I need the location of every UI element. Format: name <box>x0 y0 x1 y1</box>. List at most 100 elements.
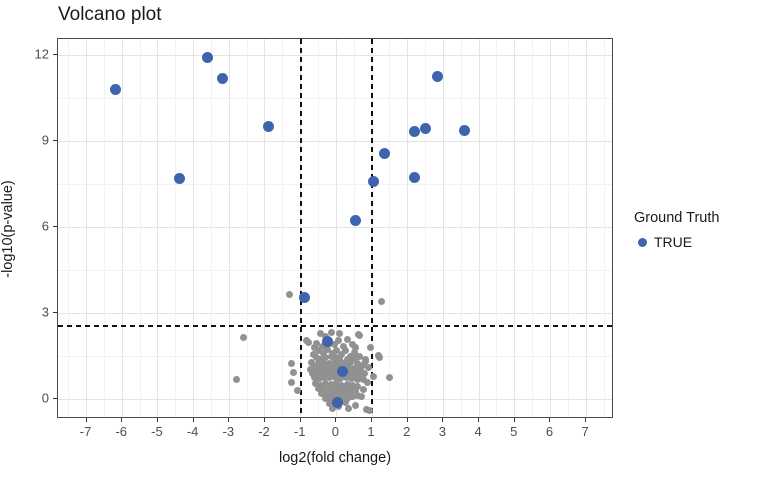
data-point-true <box>321 336 333 347</box>
plot-panel <box>57 38 613 418</box>
data-point-false <box>343 335 351 343</box>
data-point-false <box>349 371 357 379</box>
data-point-false <box>327 395 335 403</box>
data-point-false <box>232 375 240 383</box>
data-point-true <box>263 121 275 133</box>
x-axis-tick <box>371 418 373 422</box>
data-point-false <box>304 338 312 346</box>
chart-title: Volcano plot <box>58 4 162 25</box>
y-tick-label: 6 <box>41 218 49 234</box>
x-axis-label: log2(fold change) <box>278 450 392 466</box>
gridline-minor-x <box>68 39 70 417</box>
data-point-false <box>313 366 321 374</box>
data-point-false <box>334 337 342 345</box>
data-point-false <box>325 365 332 373</box>
data-point-false <box>316 329 324 337</box>
gridline-major-x <box>157 39 159 417</box>
gridline-minor-y <box>58 183 612 185</box>
data-point-false <box>357 393 365 401</box>
data-point-false <box>339 390 347 398</box>
gridline-major-x <box>549 39 551 417</box>
data-point-false <box>339 342 347 350</box>
y-axis-tick <box>53 140 57 142</box>
gridline-major-x <box>442 39 444 417</box>
data-point-true <box>458 124 470 136</box>
data-point-false <box>364 378 372 386</box>
data-point-false <box>315 347 322 355</box>
data-point-false <box>323 370 331 378</box>
data-point-false <box>370 373 378 381</box>
gridline-major-x <box>514 39 516 417</box>
x-axis-tick <box>406 418 408 422</box>
gridline-minor-x <box>210 39 212 417</box>
data-point-true <box>173 172 185 184</box>
data-point-false <box>314 370 322 378</box>
gridline-major-x <box>335 39 337 417</box>
data-point-false <box>307 365 315 373</box>
data-point-false <box>307 358 315 366</box>
gridline-major-x <box>86 39 88 417</box>
data-point-false <box>311 362 319 370</box>
data-point-false <box>341 358 349 366</box>
data-point-false <box>286 290 294 298</box>
x-axis-tick <box>263 418 265 422</box>
data-point-false <box>325 400 333 408</box>
data-point-false <box>358 361 366 369</box>
x-tick-label: -1 <box>293 424 306 439</box>
data-point-false <box>326 374 334 382</box>
data-point-false <box>308 370 316 378</box>
data-point-false <box>348 393 356 401</box>
x-axis-tick <box>156 418 158 422</box>
data-point-false <box>352 344 360 352</box>
y-axis-tick <box>53 54 57 56</box>
data-point-false <box>386 374 394 382</box>
data-point-false <box>287 378 295 386</box>
x-axis-tick <box>478 418 480 422</box>
gridline-minor-x <box>318 39 319 417</box>
data-point-false <box>347 375 355 383</box>
data-point-true <box>409 126 421 138</box>
data-point-false <box>347 359 355 367</box>
data-point-true <box>332 396 344 408</box>
data-point-false <box>337 375 345 383</box>
data-point-false <box>347 386 355 394</box>
data-point-false <box>323 345 331 353</box>
data-point-false <box>331 341 339 349</box>
gridline-major-x <box>228 39 230 417</box>
gridline-major-x <box>193 39 195 417</box>
data-point-false <box>318 342 326 350</box>
x-tick-label: 7 <box>581 424 589 439</box>
data-point-false <box>316 355 324 363</box>
data-point-false <box>354 367 362 375</box>
data-point-false <box>333 390 341 398</box>
data-point-false <box>356 352 364 360</box>
gridline-minor-x <box>567 39 569 417</box>
y-tick-label: 0 <box>41 390 49 406</box>
data-point-true <box>216 72 228 84</box>
gridline-minor-x <box>139 39 141 417</box>
gridline-major-y <box>58 140 612 142</box>
data-point-false <box>310 344 318 352</box>
x-tick-label: -3 <box>222 424 235 439</box>
gridline-minor-y <box>58 97 612 99</box>
data-point-false <box>355 331 363 339</box>
x-tick-label: -5 <box>151 424 163 439</box>
x-tick-label: 1 <box>367 424 375 439</box>
data-point-false <box>352 401 360 409</box>
gridline-minor-y <box>58 269 612 271</box>
data-point-false <box>313 354 321 362</box>
data-point-false <box>315 385 322 393</box>
gridline-minor-x <box>246 39 248 417</box>
data-point-false <box>343 394 351 402</box>
y-axis-tick <box>53 398 57 400</box>
data-point-false <box>320 358 328 366</box>
pvalue-threshold-line <box>58 325 612 328</box>
x-axis-tick <box>228 418 230 422</box>
data-point-false <box>320 385 328 393</box>
data-point-false <box>348 382 356 390</box>
data-point-false <box>344 370 352 378</box>
data-point-false <box>322 354 330 362</box>
data-point-true <box>367 175 379 187</box>
data-point-false <box>342 374 350 382</box>
y-tick-label: 9 <box>41 132 49 148</box>
